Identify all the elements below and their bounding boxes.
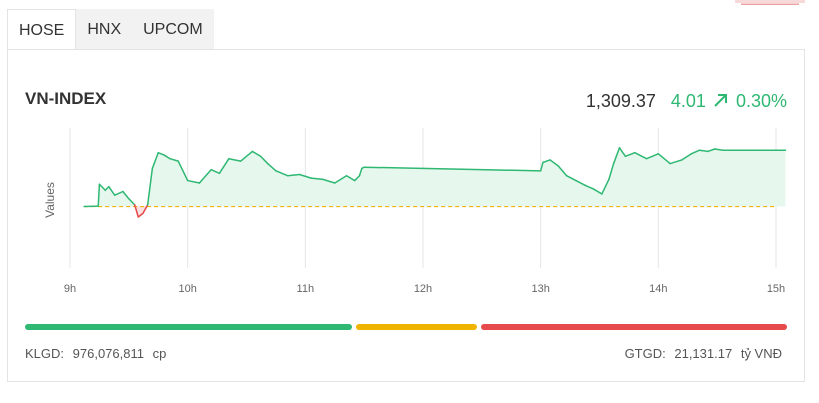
series-segment — [698, 149, 709, 153]
series-segment — [539, 161, 544, 172]
declining-bar — [480, 324, 787, 330]
unchanged-bar — [356, 324, 477, 330]
series-segment — [363, 166, 542, 172]
series-segment — [286, 173, 301, 177]
x-tick-label: 9h — [64, 283, 76, 295]
series-segment — [592, 188, 603, 195]
series-segment — [624, 151, 636, 158]
series-segment — [542, 159, 551, 164]
series-segment — [657, 153, 671, 165]
series-segment — [122, 190, 130, 200]
volume-label: KLGD: — [25, 346, 65, 361]
series-segment — [218, 157, 230, 175]
series-segment — [142, 204, 149, 215]
series-segment — [707, 148, 716, 153]
series-segment — [714, 148, 724, 151]
area-fill-below — [84, 206, 786, 217]
index-value: 1,309.37 — [585, 91, 656, 111]
series-segment — [549, 159, 560, 167]
tab-hose[interactable]: HOSE — [7, 9, 77, 49]
x-tick-label: 12h — [414, 283, 432, 295]
series-segment — [310, 177, 324, 181]
arrow-up-right-icon — [712, 91, 730, 109]
series-segment — [163, 154, 171, 160]
series-segment — [557, 165, 568, 177]
tab-upcom[interactable]: UPCOM — [132, 9, 214, 49]
series-segment — [169, 157, 180, 162]
series-segment — [358, 167, 363, 177]
x-tick-label: 14h — [649, 283, 667, 295]
advancing-bar — [25, 324, 353, 330]
series-segment — [259, 155, 269, 165]
intraday-chart: 9h 10h 11h 12h 13h 14h 15h Values — [43, 128, 787, 295]
series-segment — [275, 170, 289, 177]
volume-value: 976,076,811 — [72, 346, 144, 361]
value-info: GTGD: 21,131.17 tỷ VNĐ — [625, 346, 787, 361]
series-segment — [584, 184, 595, 190]
series-segment — [97, 183, 101, 207]
series-segment — [146, 167, 154, 206]
series-segment — [322, 178, 336, 184]
series-segment — [266, 162, 277, 172]
index-card: VN-INDEX 1,309.37 4.01 0.30% 9h 10h 11h 12h… — [7, 49, 805, 382]
x-tick-label: 10h — [178, 283, 196, 295]
series-segment — [104, 185, 110, 192]
series-segment — [198, 168, 212, 184]
series-segment — [137, 212, 144, 218]
y-axis-label: Values — [43, 182, 57, 218]
x-tick-label: 15h — [767, 283, 785, 295]
x-tick-label: 13h — [531, 283, 549, 295]
volume-unit: cp — [152, 346, 167, 361]
series-segment — [608, 162, 615, 181]
series-segment — [113, 190, 124, 196]
series-segment — [177, 160, 189, 182]
series-segment — [575, 179, 587, 187]
series-segment — [354, 174, 361, 182]
value-label: GTGD: — [624, 346, 666, 361]
series-segment — [133, 204, 139, 218]
series-segment — [151, 151, 159, 170]
series-segment — [251, 150, 262, 158]
index-change: 4.01 — [670, 91, 706, 111]
tab-hnx[interactable]: HNX — [76, 9, 133, 49]
series-segment — [108, 185, 116, 196]
x-tick-label: 11h — [297, 283, 315, 295]
index-change-pct: 0.30% — [735, 91, 787, 111]
series-segment — [210, 168, 221, 175]
series-segment — [186, 179, 201, 184]
series-segment — [565, 174, 577, 182]
area-fill — [84, 147, 786, 207]
value-value: 21,131.17 — [674, 346, 733, 361]
series-segment — [690, 149, 701, 155]
series-line — [83, 147, 787, 218]
series-segment — [98, 183, 107, 192]
series-segment — [239, 150, 254, 162]
series-segment — [157, 151, 165, 156]
volume-info: KLGD: 976,076,811 cp — [25, 346, 171, 361]
exchange-tabs: HOSE HNX UPCOM — [7, 9, 214, 49]
series-segment — [618, 147, 627, 158]
series-segment — [345, 174, 356, 182]
value-unit: tỷ VNĐ — [740, 346, 782, 361]
brand-logo-fragment — [735, 0, 805, 5]
series-segment — [128, 198, 136, 206]
series-segment — [612, 147, 621, 165]
index-stats: 1,309.37 4.01 0.30% — [586, 89, 787, 112]
series-segment — [645, 153, 660, 160]
series-segment — [634, 151, 648, 160]
series-segment — [228, 157, 242, 162]
index-name: VN-INDEX — [25, 89, 107, 108]
series-segment — [681, 153, 693, 161]
series-segment — [601, 178, 610, 195]
series-segment — [334, 174, 348, 184]
series-segment — [669, 159, 683, 165]
series-segment — [298, 173, 312, 179]
